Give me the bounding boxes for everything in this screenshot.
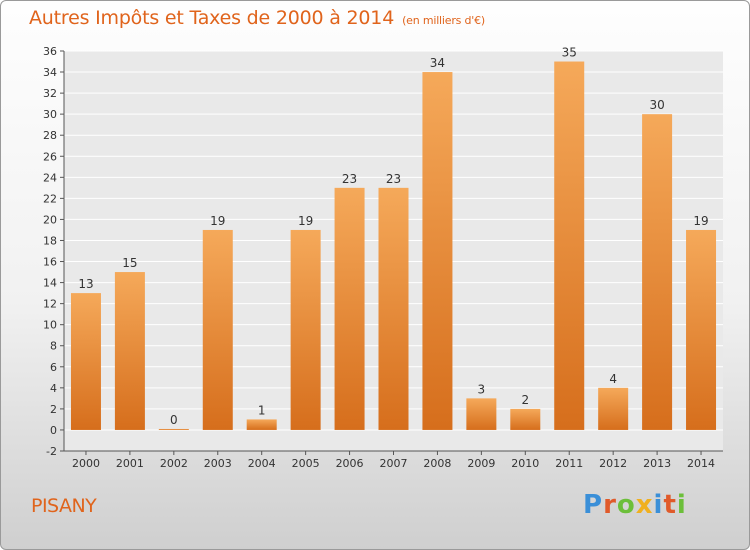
- bar: [334, 187, 365, 430]
- commune-name: PISANY: [31, 495, 97, 517]
- bar: [554, 61, 585, 430]
- x-tick-label: 2013: [643, 457, 671, 470]
- x-tick-label: 2005: [292, 457, 320, 470]
- y-tick-label: 4: [50, 382, 57, 395]
- bar: [202, 229, 233, 430]
- y-tick-label: 0: [50, 424, 57, 437]
- bar: [642, 114, 673, 430]
- y-tick-label: 20: [43, 213, 57, 226]
- bar: [70, 293, 101, 430]
- y-tick-label: 32: [43, 87, 57, 100]
- data-label: 19: [298, 214, 313, 228]
- x-tick-label: 2008: [423, 457, 451, 470]
- data-label: 2: [521, 393, 529, 407]
- y-tick-label: -2: [46, 445, 57, 458]
- bar: [114, 272, 145, 430]
- bar: [158, 428, 189, 430]
- data-label: 23: [342, 172, 357, 186]
- data-label: 23: [386, 172, 401, 186]
- logo-letter: i: [653, 490, 664, 520]
- x-tick-label: 2002: [160, 457, 188, 470]
- bar: [422, 72, 453, 430]
- y-tick-label: 14: [43, 277, 57, 290]
- y-tick-label: 24: [43, 171, 57, 184]
- logo-letter: x: [635, 490, 654, 520]
- y-tick-label: 36: [43, 45, 57, 58]
- proxiti-logo: Proxiti: [583, 490, 687, 520]
- x-tick-label: 2014: [687, 457, 715, 470]
- bar: [290, 229, 321, 430]
- y-tick-label: 2: [50, 403, 57, 416]
- y-tick-label: 6: [50, 361, 57, 374]
- bar: [378, 187, 409, 430]
- bar: [510, 408, 541, 430]
- y-tick-label: 30: [43, 108, 57, 121]
- x-tick-label: 2001: [116, 457, 144, 470]
- data-label: 3: [478, 382, 486, 396]
- bar: [246, 419, 277, 430]
- bar: [686, 229, 717, 430]
- x-tick-label: 2009: [467, 457, 495, 470]
- x-tick-label: 2012: [599, 457, 627, 470]
- y-tick-label: 28: [43, 129, 57, 142]
- y-tick-label: 16: [43, 256, 57, 269]
- data-label: 30: [649, 98, 664, 112]
- chart-title-text: Autres Impôts et Taxes de 2000 à 2014: [29, 7, 395, 29]
- logo-letter: t: [663, 490, 677, 520]
- chart-title: Autres Impôts et Taxes de 2000 à 2014 (en…: [29, 7, 485, 29]
- data-label: 19: [693, 214, 708, 228]
- x-tick-label: 2010: [511, 457, 539, 470]
- logo-letter: P: [583, 490, 604, 520]
- data-label: 0: [170, 413, 178, 427]
- logo-letter: i: [676, 490, 687, 520]
- x-tick-label: 2004: [248, 457, 276, 470]
- data-label: 1: [258, 403, 266, 417]
- x-tick-label: 2007: [380, 457, 408, 470]
- data-label: 19: [210, 214, 225, 228]
- y-tick-label: 8: [50, 340, 57, 353]
- logo-letter: r: [603, 490, 617, 520]
- y-tick-label: 34: [43, 66, 57, 79]
- bar: [466, 398, 497, 430]
- y-tick-label: 22: [43, 192, 57, 205]
- x-tick-label: 2011: [555, 457, 583, 470]
- y-tick-label: 10: [43, 319, 57, 332]
- data-label: 4: [609, 372, 617, 386]
- data-label: 35: [562, 46, 577, 60]
- data-label: 34: [430, 56, 445, 70]
- x-tick-label: 2003: [204, 457, 232, 470]
- x-tick-label: 2000: [72, 457, 100, 470]
- chart-title-unit: (en milliers d'€): [402, 14, 485, 27]
- y-tick-label: 26: [43, 150, 57, 163]
- y-tick-label: 12: [43, 298, 57, 311]
- bar: [598, 387, 629, 430]
- logo-letter: o: [616, 490, 636, 520]
- x-tick-label: 2006: [336, 457, 364, 470]
- y-tick-label: 18: [43, 234, 57, 247]
- data-label: 15: [122, 256, 137, 270]
- data-label: 13: [78, 277, 93, 291]
